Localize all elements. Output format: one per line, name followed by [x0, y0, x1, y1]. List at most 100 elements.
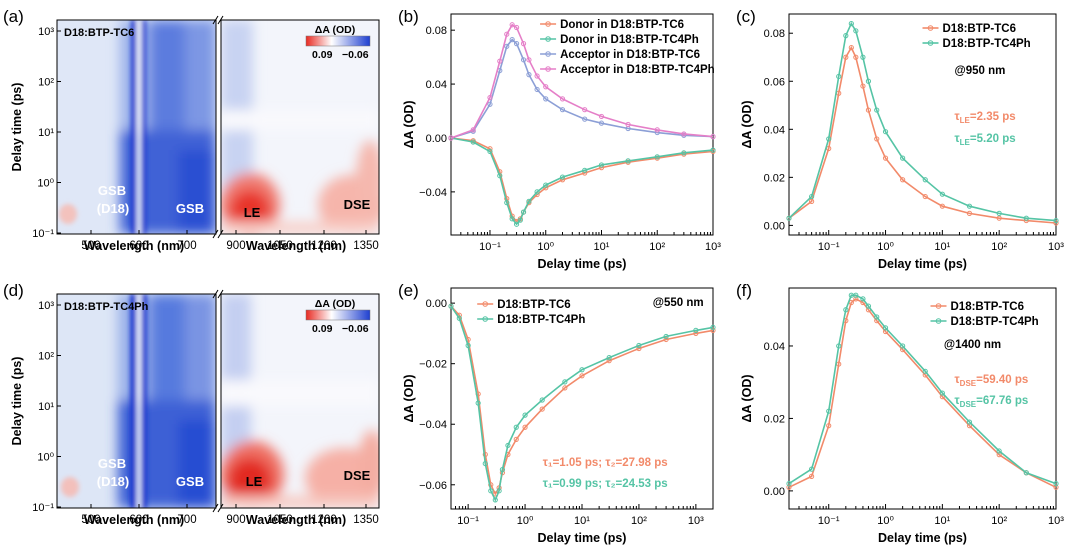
- data-point: [843, 33, 849, 39]
- y-tick-label: 0.08: [764, 28, 785, 40]
- y-tick-label: −0.04: [419, 187, 447, 199]
- y-axis-label: Delay time (ps): [10, 83, 24, 172]
- data-point: [922, 193, 928, 200]
- y-tick-label: 0.02: [764, 413, 785, 425]
- data-point: [539, 406, 545, 412]
- x-tick-label: 900: [226, 240, 245, 252]
- legend-marker: [927, 25, 934, 31]
- data-point: [636, 345, 642, 352]
- y-tick-label: 10⁰: [37, 452, 54, 464]
- data-point: [996, 215, 1002, 221]
- y-tick-label: 0.08: [426, 25, 447, 37]
- x-axis-label-left: Wavelength (nm): [84, 513, 184, 527]
- x-axis-label-right: Wavelength (nm): [246, 239, 346, 253]
- data-point: [526, 57, 532, 63]
- data-point: [786, 215, 792, 221]
- y-tick-label: 10⁰: [37, 178, 54, 190]
- data-point: [496, 488, 502, 494]
- data-point: [582, 167, 588, 173]
- x-ticks: 500 600 700 900 1050 1200 1350: [81, 230, 379, 252]
- chart-panel-b: (b) 10⁻¹ 10⁰ 10¹ 10² 10³ 0.08 0.04 0.00 −0.04 Dela…: [398, 7, 721, 271]
- data-point: [509, 22, 515, 28]
- plot-frame: [788, 287, 1057, 510]
- series-line: [788, 45, 1057, 224]
- data-point: [663, 336, 669, 343]
- heatmap-nir: [221, 294, 379, 508]
- y-tick-label: 10¹: [38, 401, 54, 413]
- data-point: [543, 96, 549, 102]
- y-ticks: 10³ 10² 10¹ 10⁰ 10⁻¹: [32, 300, 61, 514]
- x-tick-label: 10⁰: [517, 515, 534, 527]
- map-panel-a: (a): [3, 7, 380, 253]
- x-axis-label: Delay time (ps): [538, 531, 627, 545]
- heatmap-visible: [57, 294, 216, 508]
- series-1: [786, 292, 1059, 487]
- series-line: [450, 305, 714, 496]
- x-tick-label: 10²: [991, 515, 1007, 527]
- data-point: [534, 73, 540, 79]
- y-ticks: 10³ 10² 10¹ 10⁰ 10⁻¹: [32, 26, 61, 240]
- y-tick-label: 0.00: [764, 486, 785, 498]
- data-point: [922, 177, 928, 183]
- x-tick-label: 1050: [267, 240, 293, 252]
- x-tick-label: 1350: [353, 514, 379, 526]
- ann-le: LE: [244, 205, 261, 220]
- y-tick-label: −0.06: [419, 480, 447, 492]
- y-tick-label: 10⁻¹: [32, 228, 54, 240]
- data-point: [470, 127, 476, 133]
- x-tick-label: 10³: [1048, 241, 1064, 253]
- legend-marker: [482, 316, 489, 322]
- axis-break: [212, 15, 224, 239]
- x-axis-label: Delay time (ps): [878, 531, 967, 545]
- y-tick-label: 0.00: [426, 298, 447, 310]
- data-point: [843, 54, 849, 60]
- data-point: [1023, 215, 1029, 221]
- data-point: [470, 139, 476, 145]
- x-ticks: 500 600 700 900 1050 1200 1350: [81, 504, 379, 526]
- x-tick-label: 10¹: [934, 515, 950, 527]
- legend-entry: Donor in D18:BTP-TC6: [560, 19, 684, 31]
- data-point: [1053, 481, 1059, 487]
- axis-break: [212, 289, 224, 513]
- data-point: [882, 129, 889, 135]
- colorbar: [305, 35, 371, 47]
- data-point: [786, 481, 792, 487]
- legend-entry: D18:BTP-TC4Ph: [497, 314, 585, 326]
- data-point: [860, 296, 866, 302]
- y-tick-label: −0.04: [419, 419, 447, 431]
- series-line: [450, 23, 714, 139]
- data-point: [488, 488, 494, 494]
- x-axis-label: Delay time (ps): [878, 257, 967, 271]
- data-point: [526, 72, 532, 78]
- data-point: [513, 41, 520, 47]
- heatmap-visible: [57, 20, 216, 234]
- y-tick-label: 10²: [38, 351, 54, 363]
- ann-gsb-d18-2: (D18): [97, 201, 130, 216]
- data-point: [681, 150, 687, 156]
- data-point: [1023, 470, 1029, 476]
- annotation-value: =59.40 ps: [976, 374, 1028, 386]
- data-point: [582, 116, 588, 122]
- data-point: [504, 43, 510, 49]
- data-point: [939, 390, 945, 396]
- panel-label: (d): [3, 281, 24, 300]
- data-point: [520, 41, 527, 47]
- series-line: [450, 305, 714, 502]
- x-tick-label: 10²: [631, 515, 647, 527]
- x-tick-label: 600: [129, 514, 148, 526]
- legend-entry: D18:BTP-TC6: [951, 301, 1024, 313]
- legend-title: ΔA (OD): [315, 24, 355, 36]
- heatmap-nir: [221, 20, 379, 234]
- data-point: [809, 473, 815, 479]
- data-point: [853, 296, 859, 302]
- annotation: τLE=2.35 ps: [955, 111, 1016, 125]
- data-point: [562, 385, 568, 391]
- legend: Donor in D18:BTP-TC6 Donor in D18:BTP-TC4…: [540, 19, 715, 76]
- data-point: [504, 200, 510, 206]
- y-tick-label: 0.00: [426, 133, 447, 145]
- annotation: @550 nm: [653, 297, 704, 309]
- data-point: [710, 324, 716, 330]
- data-point: [836, 343, 842, 349]
- series-line: [788, 21, 1057, 222]
- annotation-subscript: LE: [960, 116, 971, 125]
